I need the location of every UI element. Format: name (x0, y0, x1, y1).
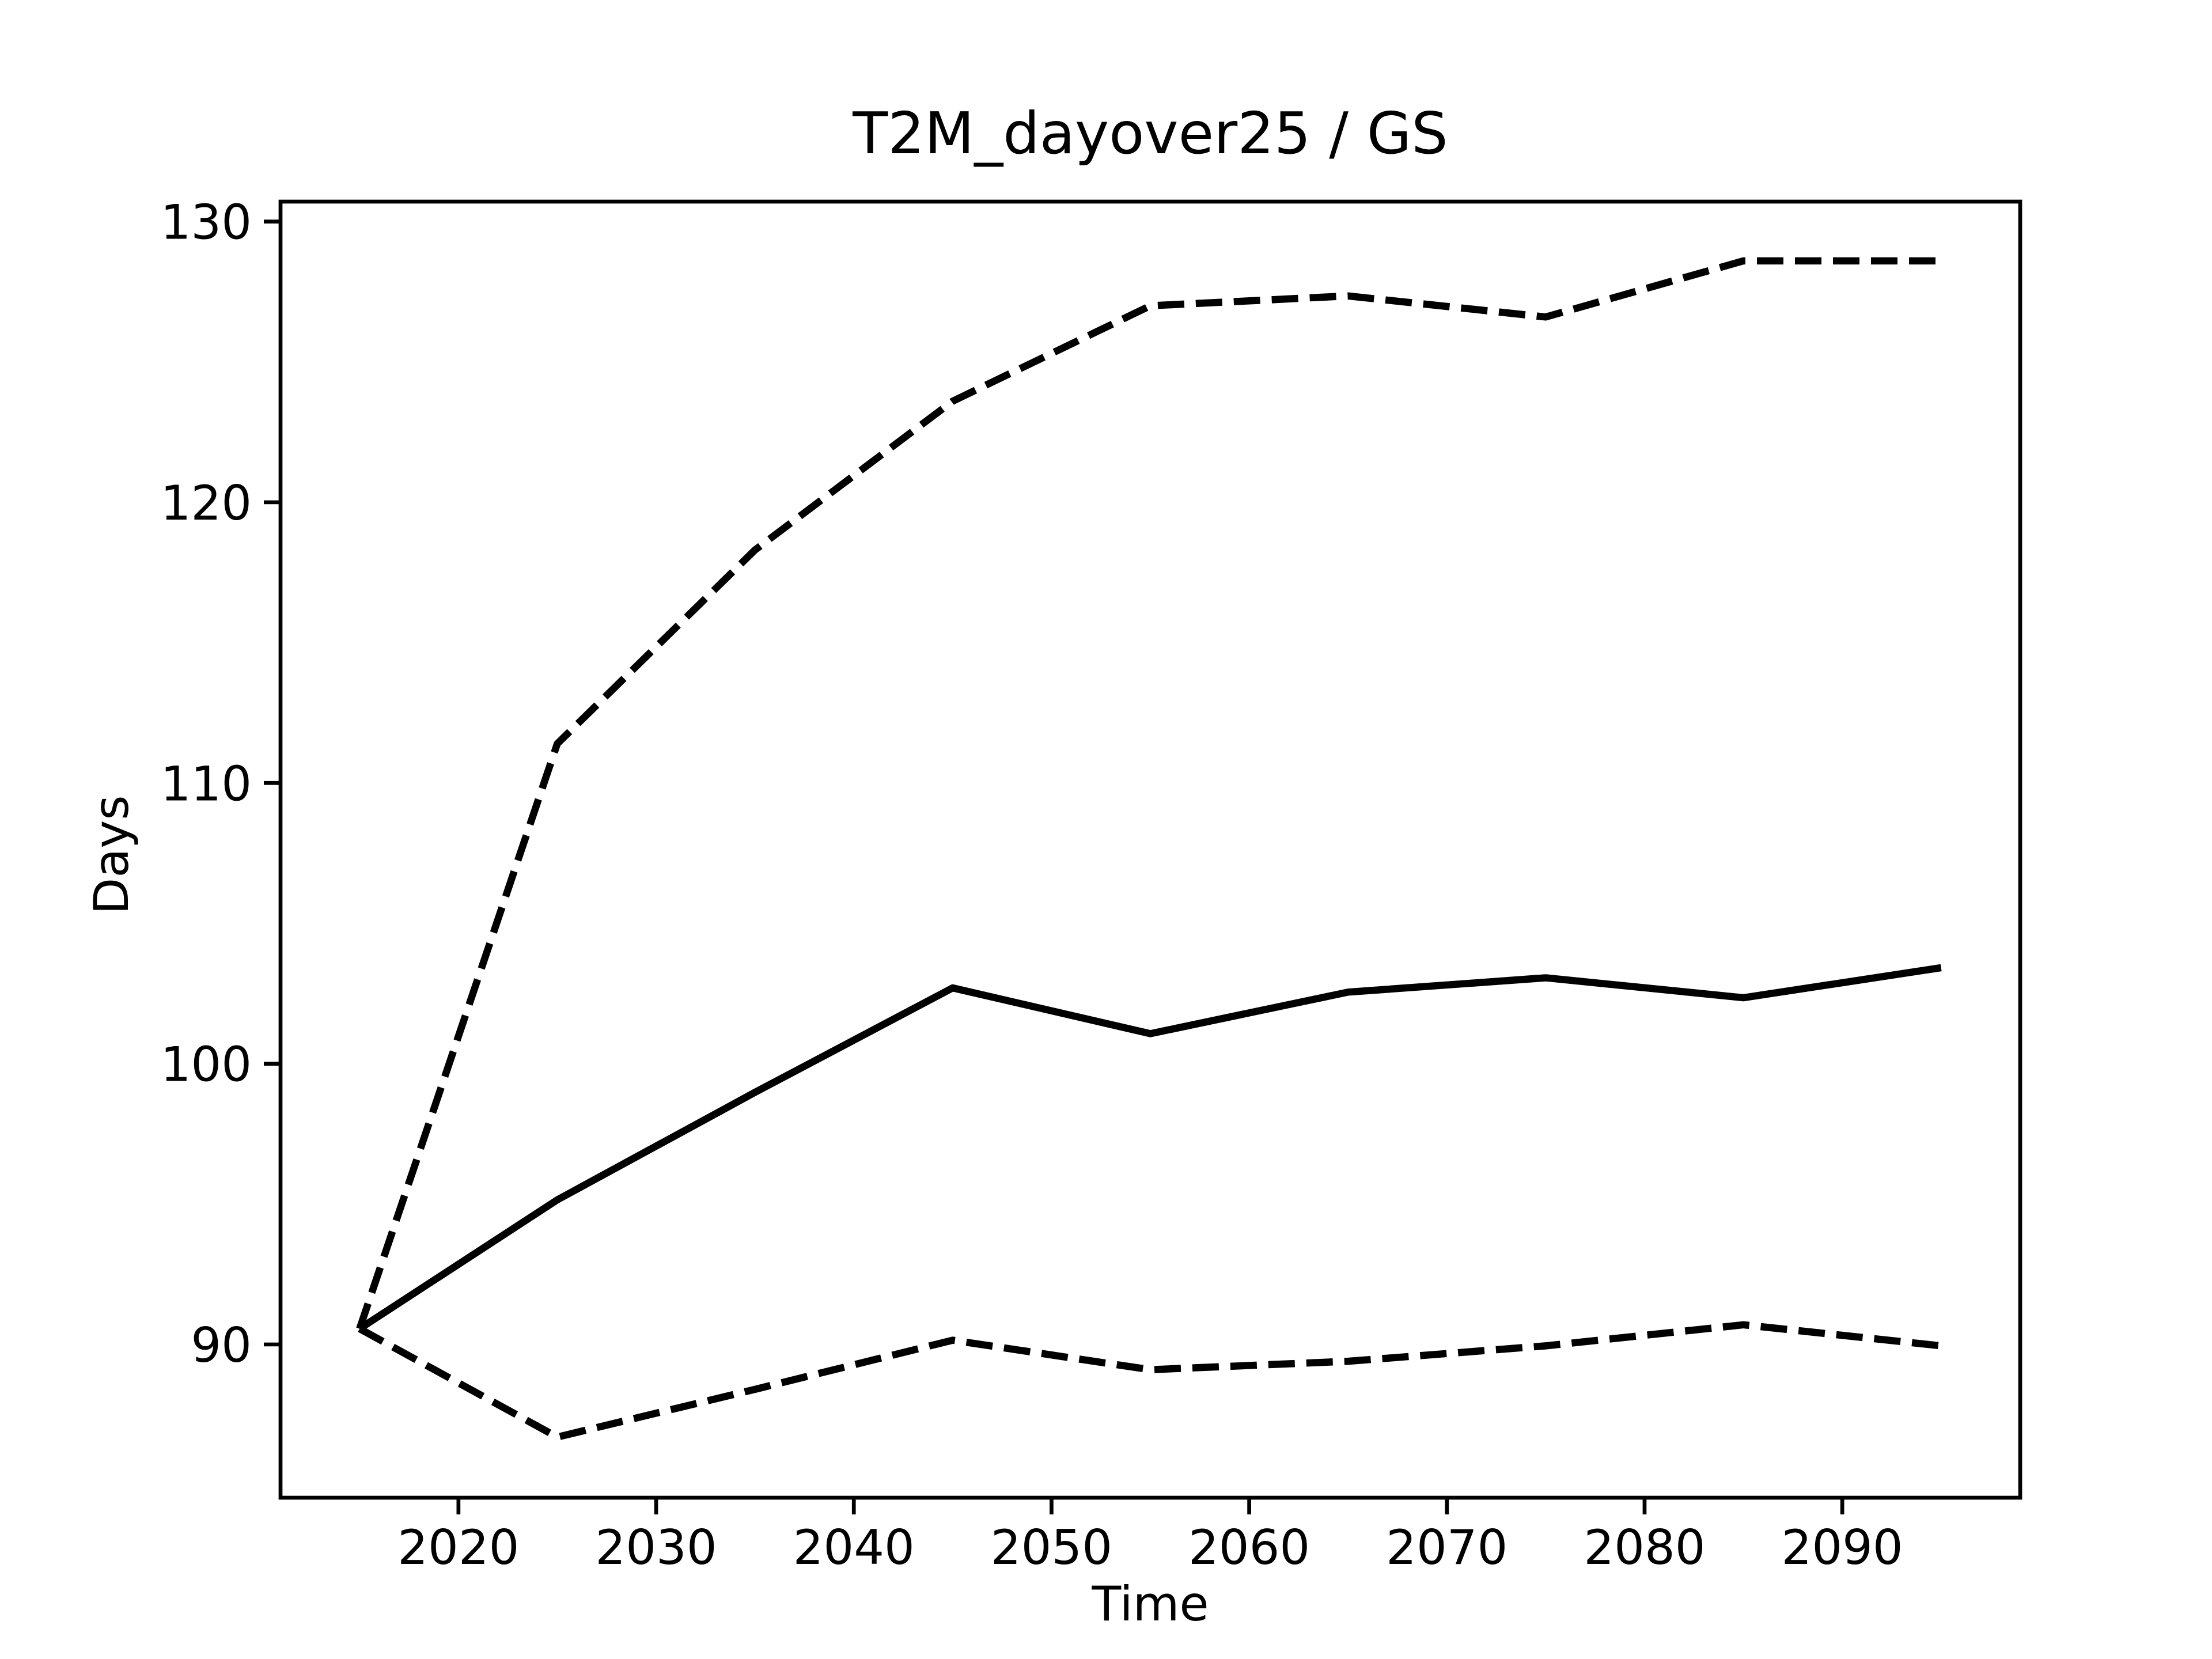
y-tick-label: 130 (161, 195, 252, 251)
x-tick-label: 2090 (1782, 1520, 1903, 1575)
x-tick-label: 2070 (1386, 1520, 1508, 1575)
x-tick-label: 2060 (1188, 1520, 1310, 1575)
y-tick-label: 90 (191, 1317, 252, 1373)
x-tick-label: 2030 (595, 1520, 717, 1575)
line-series (356, 257, 1941, 1330)
x-axis-label: Time (1091, 1576, 1209, 1632)
y-tick-label: 120 (161, 475, 252, 531)
plot-frame (278, 199, 2022, 1500)
line-series (357, 964, 1942, 1332)
x-tick-label: 2020 (397, 1520, 519, 1575)
y-tick-label: 110 (161, 756, 252, 812)
x-tick-label: 2080 (1584, 1520, 1705, 1575)
y-axis-label: Days (84, 795, 139, 914)
y-tick-label: 100 (161, 1037, 252, 1093)
x-tick-label: 2050 (991, 1520, 1112, 1575)
x-tick-label: 2040 (793, 1520, 915, 1575)
chart-title: T2M_dayover25 / GS (852, 100, 1448, 167)
